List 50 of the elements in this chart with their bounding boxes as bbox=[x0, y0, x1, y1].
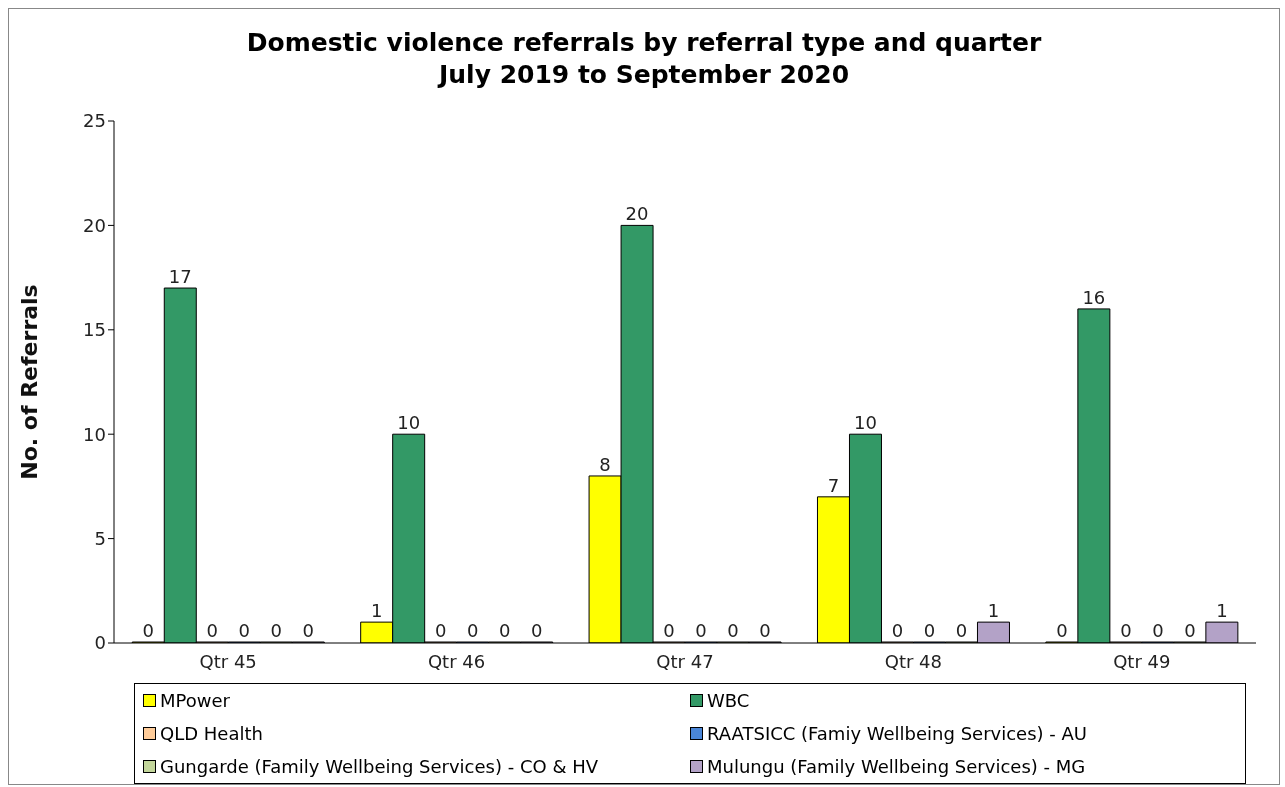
y-tick-label: 20 bbox=[83, 214, 106, 236]
data-label: 0 bbox=[663, 620, 675, 641]
data-label: 0 bbox=[302, 620, 314, 641]
y-tick-label: 15 bbox=[83, 319, 106, 341]
legend-label: QLD Health bbox=[160, 723, 263, 744]
data-label: 0 bbox=[1152, 620, 1164, 641]
y-tick-label: 5 bbox=[94, 527, 106, 549]
x-tick-label: Qtr 49 bbox=[1113, 650, 1171, 672]
data-label: 0 bbox=[1184, 620, 1196, 641]
legend-label: RAATSICC (Famiy Wellbeing Services) - AU bbox=[707, 723, 1087, 744]
x-tick-label: Qtr 47 bbox=[656, 650, 714, 672]
data-label: 10 bbox=[854, 412, 877, 434]
data-label: 1 bbox=[987, 600, 1000, 622]
data-label: 0 bbox=[530, 620, 543, 641]
data-label: 16 bbox=[1082, 286, 1106, 308]
data-label: 0 bbox=[1056, 620, 1068, 641]
y-tick-label: 10 bbox=[83, 423, 106, 445]
data-label: 0 bbox=[891, 620, 904, 641]
data-label: 20 bbox=[625, 203, 649, 225]
data-label: 0 bbox=[434, 620, 447, 641]
data-label: 0 bbox=[498, 620, 511, 641]
chart-title: Domestic violence referrals by referral type and quarter bbox=[245, 27, 1043, 59]
chart-subtitle: July 2019 to September 2020 bbox=[436, 59, 851, 91]
data-label: 0 bbox=[466, 620, 479, 641]
data-label: 0 bbox=[206, 620, 218, 641]
data-label: 10 bbox=[397, 412, 421, 434]
legend-label: WBC bbox=[707, 690, 750, 711]
data-label: 17 bbox=[168, 266, 192, 288]
x-tick-label: Qtr 46 bbox=[427, 650, 486, 672]
legend-label: Gungarde (Family Wellbeing Services) - CO & HV bbox=[160, 756, 598, 777]
data-label: 7 bbox=[827, 474, 840, 496]
data-label: 1 bbox=[1216, 600, 1228, 622]
data-label: 1 bbox=[370, 600, 383, 622]
data-label: 0 bbox=[955, 620, 968, 641]
legend-label: Mulungu (Family Wellbeing Services) - MG bbox=[707, 756, 1086, 777]
data-label: 0 bbox=[759, 620, 771, 641]
y-axis-title: No. of Referrals bbox=[16, 284, 42, 480]
data-label: 0 bbox=[727, 620, 739, 641]
y-tick-label: 25 bbox=[83, 110, 106, 132]
data-label: 0 bbox=[270, 620, 282, 641]
data-label: 0 bbox=[923, 620, 936, 641]
x-tick-label: Qtr 48 bbox=[884, 650, 943, 672]
data-label: 0 bbox=[695, 620, 707, 641]
data-label: 8 bbox=[599, 453, 611, 475]
data-label: 0 bbox=[1120, 620, 1132, 641]
data-label: 0 bbox=[238, 620, 250, 641]
y-tick-label: 0 bbox=[94, 632, 106, 654]
legend-label: MPower bbox=[160, 690, 230, 711]
x-tick-label: Qtr 45 bbox=[199, 650, 257, 672]
data-label: 0 bbox=[142, 620, 154, 641]
